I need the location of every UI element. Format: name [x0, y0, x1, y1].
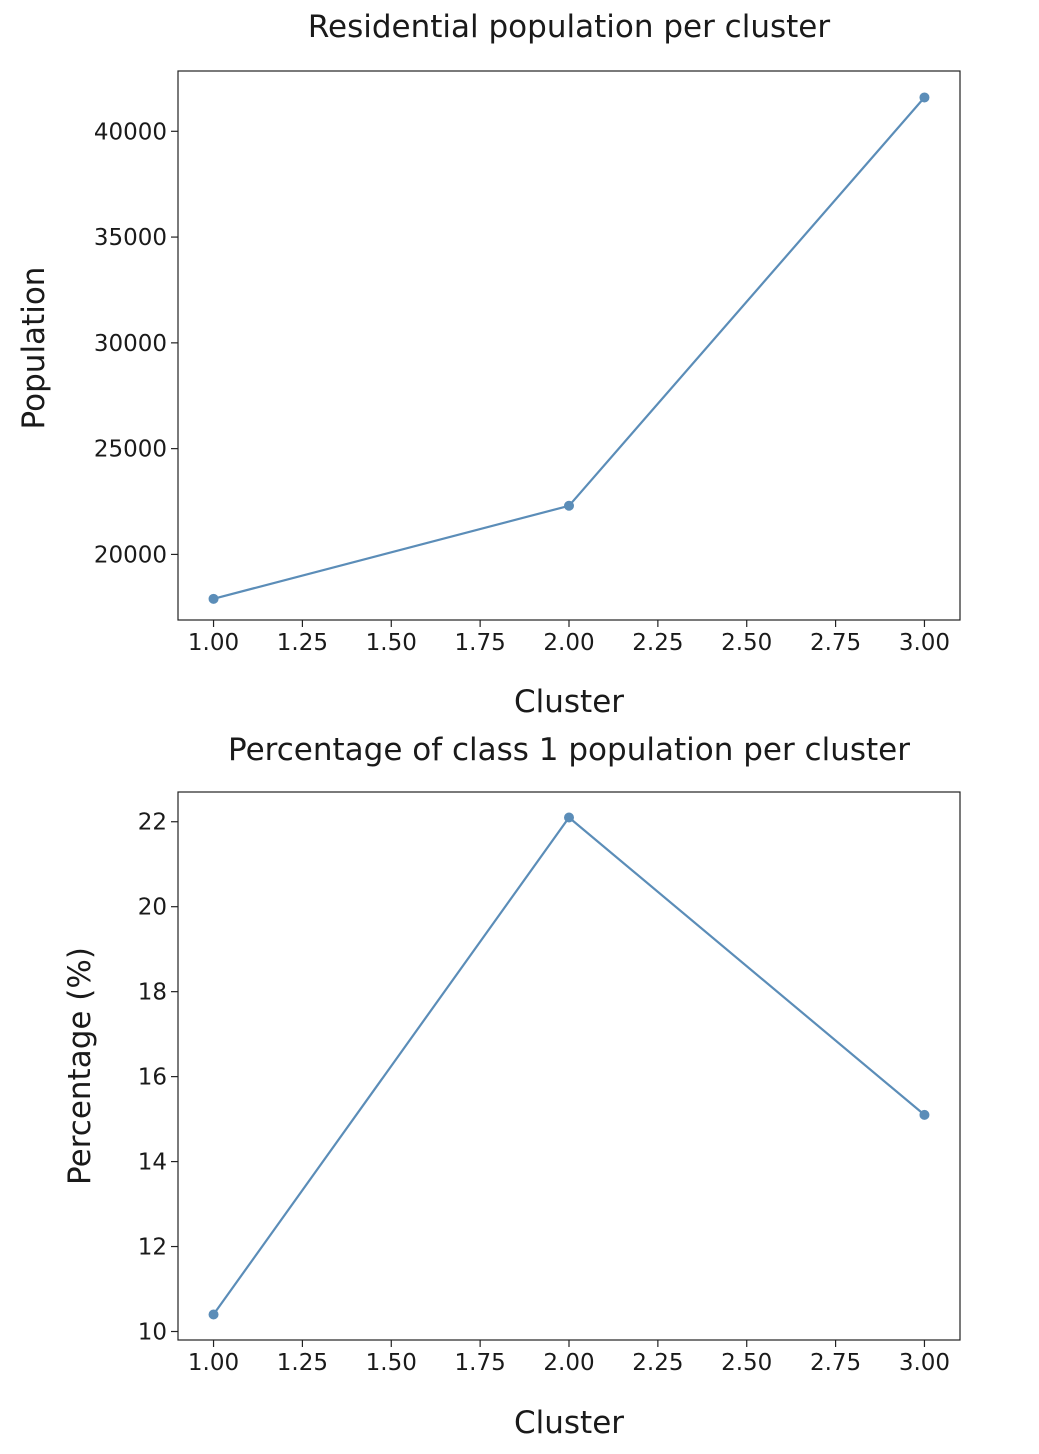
chart-title: Residential population per cluster: [308, 9, 830, 45]
data-point: [919, 92, 930, 103]
y-axis-label: Percentage (%): [62, 947, 98, 1185]
y-tick-label: 25000: [94, 437, 167, 463]
data-point: [208, 593, 219, 604]
axis-ticks: 1.00 1.25 1.50 1.75 2.00 2.25 2.50 2.75 3.00 10 12…: [138, 810, 950, 1376]
x-tick-label: 2.00: [543, 630, 594, 656]
x-tick-label: 2.50: [721, 630, 772, 656]
data-point: [919, 1109, 930, 1120]
x-tick-label: 1.50: [366, 630, 417, 656]
y-axis-label: Population: [16, 267, 52, 430]
data-point: [564, 812, 574, 823]
x-tick-label: 1.00: [188, 630, 239, 656]
x-tick-label: 2.50: [721, 1350, 772, 1376]
x-tick-label: 2.75: [810, 1350, 861, 1376]
data-point: [564, 500, 574, 511]
series-line: [212, 815, 926, 1316]
x-tick-label: 1.75: [455, 630, 506, 656]
plot-area: [177, 791, 961, 1341]
x-tick-label: 1.50: [366, 1350, 417, 1376]
y-tick-label: 40000: [94, 119, 167, 145]
x-tick-label: 2.75: [810, 630, 861, 656]
x-tick-label: 1.00: [188, 1350, 239, 1376]
x-tick-label: 1.25: [277, 630, 328, 656]
y-tick-label: 10: [138, 1320, 167, 1346]
x-tick-label: 1.75: [455, 1350, 506, 1376]
chart-title: Percentage of class 1 population per clu…: [228, 732, 910, 768]
x-axis-label: Cluster: [514, 684, 624, 720]
y-tick-label: 18: [138, 980, 167, 1006]
x-axis-label: Cluster: [514, 1405, 624, 1441]
y-tick-label: 12: [138, 1235, 167, 1261]
axis-ticks: 1.00 1.25 1.50 1.75 2.00 2.25 2.50 2.75 3.00 2000…: [94, 119, 950, 656]
plot-area: [177, 70, 961, 621]
series-group: [208, 812, 930, 1320]
x-tick-label: 3.00: [899, 1350, 950, 1376]
x-tick-label: 2.25: [632, 630, 683, 656]
y-tick-label: 14: [138, 1150, 167, 1176]
y-tick-label: 20000: [94, 542, 167, 568]
x-tick-label: 1.25: [277, 1350, 328, 1376]
y-tick-label: 20: [138, 895, 167, 921]
percentage-chart: Percentage of class 1 population per clu…: [62, 732, 961, 1441]
series-line: [213, 96, 926, 600]
y-tick-label: 35000: [94, 225, 167, 251]
x-tick-label: 3.00: [899, 630, 950, 656]
population-chart: Residential population per cluster Popul…: [16, 9, 961, 720]
data-point: [208, 1309, 219, 1320]
x-tick-label: 2.00: [543, 1350, 594, 1376]
x-tick-label: 2.25: [632, 1350, 683, 1376]
y-tick-label: 22: [138, 810, 167, 836]
y-tick-label: 30000: [94, 331, 167, 357]
series-group: [208, 92, 930, 604]
y-tick-label: 16: [138, 1065, 167, 1091]
